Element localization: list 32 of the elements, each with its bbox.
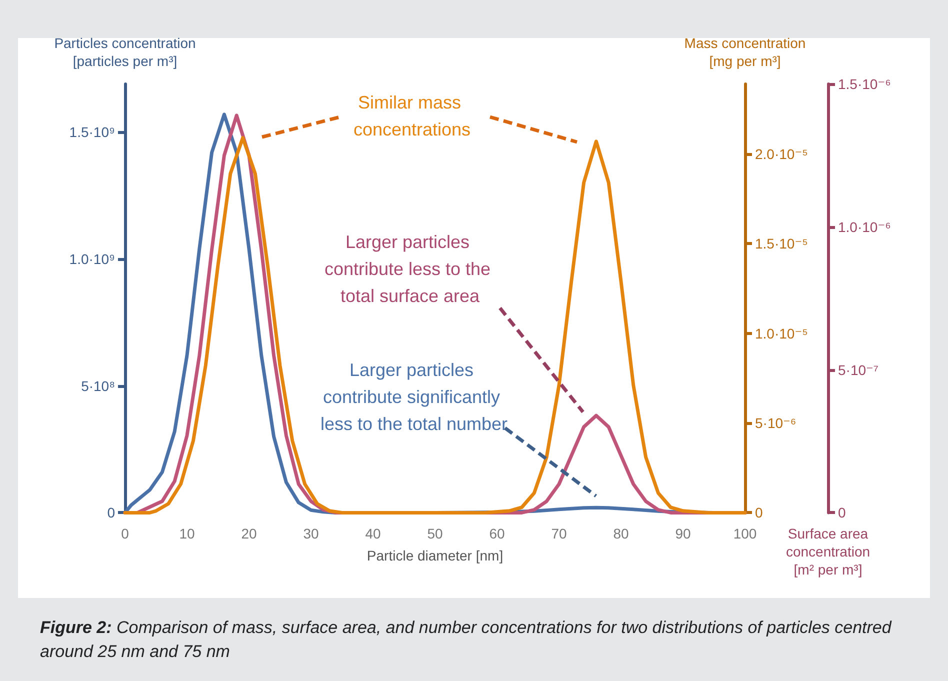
y3-tick-label: 1.0·10⁻⁶: [838, 218, 891, 235]
y3-tick-label: 5·10⁻⁷: [838, 362, 878, 378]
y-tick-label: 1.5·10⁹: [69, 124, 115, 140]
y3-axis-title: Surface area concentration [m² per m³]: [786, 526, 870, 578]
y-axis-title: Particles concentration [particles per m³]: [54, 35, 196, 69]
x-tick-label: 90: [675, 526, 691, 542]
x-tick-label: 0: [121, 526, 130, 542]
y2-axis-title: Mass concentration [mg per m³]: [684, 35, 806, 69]
x-tick-label: 70: [551, 526, 567, 542]
x-tick-label: 60: [489, 526, 505, 542]
y2-tick-label: 0: [755, 504, 763, 521]
annotation: Similar mass concentrations: [353, 92, 471, 140]
y-tick-label: 5·10⁸: [81, 378, 116, 394]
x-tick-label: 100: [733, 526, 757, 542]
x-tick-label: 10: [179, 526, 195, 542]
y2-tick-label: 1.5·10⁻⁵: [755, 236, 808, 252]
annotation: Larger particles contribute significantly less to the total number: [320, 360, 508, 434]
x-tick-label: 40: [365, 526, 381, 542]
x-axis-title: Particle diameter [nm]: [366, 548, 504, 564]
x-tick-label: 20: [241, 526, 257, 542]
annotation: Larger particles contribute less to the total surface area: [324, 232, 496, 306]
y2-tick-label: 1.0·10⁻⁵: [755, 325, 808, 342]
caption: Figure 2: Comparison of mass, surface area, and number concentrations for two distributions of particles centred around 25 nm and 75 nm: [40, 617, 893, 663]
y2-tick-label: 2.0·10⁻⁵: [755, 146, 808, 162]
x-tick-label: 30: [303, 526, 319, 542]
y3-tick-label: 1.5·10⁻⁶: [838, 76, 891, 92]
y3-tick-label: 0: [838, 504, 846, 521]
y-tick-label: 0: [107, 504, 116, 521]
y2-tick-label: 5·10⁻⁶: [755, 415, 796, 432]
x-tick-label: 80: [613, 526, 629, 542]
y-tick-label: 1.0·10⁹: [69, 251, 115, 268]
x-tick-label: 50: [427, 526, 443, 542]
